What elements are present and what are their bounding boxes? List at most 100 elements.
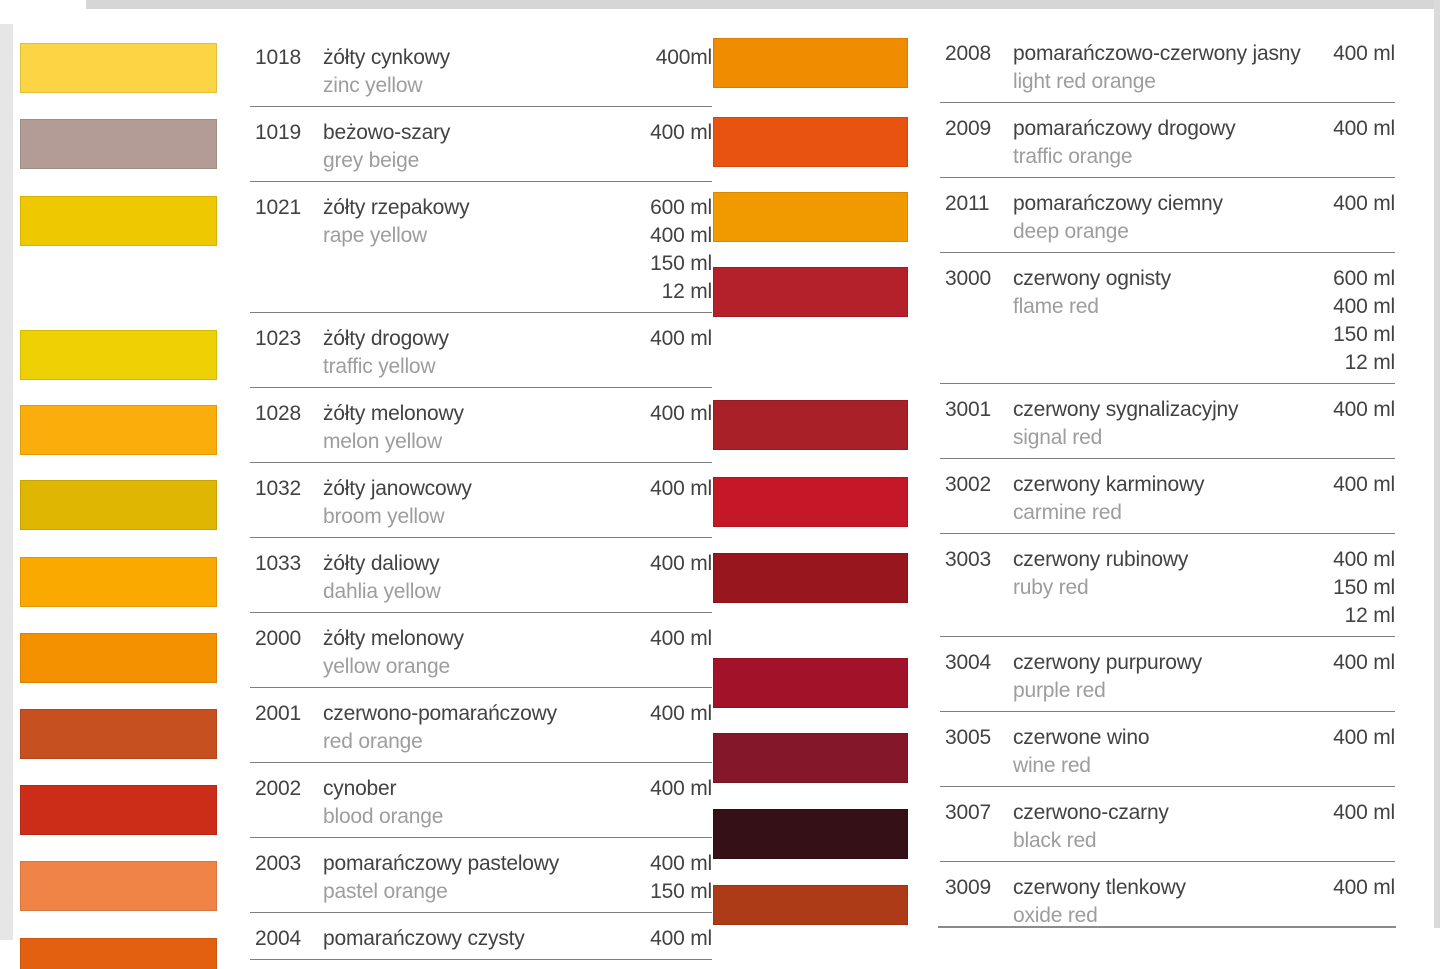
volume-item: 400 ml — [650, 927, 712, 950]
volume-list: 400 ml — [1311, 874, 1395, 902]
color-swatch-1033 — [20, 557, 217, 607]
color-name-english: deep orange — [1013, 220, 1129, 243]
color-code: 2009 — [945, 117, 991, 140]
scan-artifact-top-edge — [86, 0, 1440, 9]
volume-list: 400 ml — [1311, 724, 1395, 752]
volume-item: 12 ml — [1344, 604, 1396, 627]
volume-item: 12 ml — [661, 280, 713, 303]
color-names: czerwony tlenkowy oxide red — [1013, 874, 1311, 930]
color-entry: 1018 żółty cynkowy zinc yellow 400ml — [250, 32, 712, 107]
color-name-polish: czerwony tlenkowy — [1013, 876, 1186, 899]
color-code: 3007 — [945, 801, 991, 824]
volume-list: 400 ml 150 ml — [628, 850, 712, 906]
color-swatch-1021 — [20, 196, 217, 246]
color-swatch-3005 — [713, 733, 908, 783]
color-swatch-1023 — [20, 330, 217, 380]
volume-list: 400 ml — [628, 700, 712, 728]
color-code: 3009 — [945, 876, 991, 899]
color-swatch-2009 — [713, 117, 908, 167]
color-names: żółty rzepakowy rape yellow — [323, 194, 628, 250]
color-name-polish: żółty janowcowy — [323, 477, 472, 500]
volume-list: 600 ml 400 ml 150 ml 12 ml — [628, 194, 712, 306]
volume-item: 400 ml — [1333, 473, 1395, 496]
color-name-polish: czerwone wino — [1013, 726, 1150, 749]
volume-list: 400 ml — [1311, 396, 1395, 424]
color-name-english: oxide red — [1013, 904, 1098, 927]
color-name-polish: pomarańczowy ciemny — [1013, 192, 1223, 215]
color-swatch-1032 — [20, 480, 217, 530]
volume-list: 400 ml — [1311, 190, 1395, 218]
color-name-polish: żółty drogowy — [323, 327, 449, 350]
volume-item: 400 ml — [1333, 876, 1395, 899]
volume-item: 400 ml — [1333, 398, 1395, 421]
volume-item: 400 ml — [650, 402, 712, 425]
color-swatch-2001 — [20, 709, 217, 759]
volume-list: 400 ml — [1311, 40, 1395, 68]
scan-artifact-left-edge — [0, 24, 13, 940]
color-name-polish: czerwony ognisty — [1013, 267, 1171, 290]
volume-list: 400 ml — [1311, 799, 1395, 827]
color-swatch-1028 — [20, 405, 217, 455]
color-name-english: dahlia yellow — [323, 580, 441, 603]
color-code: 2002 — [255, 777, 301, 800]
color-name-english: yellow orange — [323, 655, 450, 678]
volume-item: 400 ml — [1333, 295, 1395, 318]
volume-item: 400 ml — [1333, 548, 1395, 571]
color-names: czerwono-czarny black red — [1013, 799, 1311, 855]
color-code: 3005 — [945, 726, 991, 749]
color-name-polish: czerwono-pomarańczowy — [323, 702, 557, 725]
color-code: 2011 — [945, 192, 990, 215]
color-name-english: traffic orange — [1013, 145, 1133, 168]
color-entry: 2011 pomarańczowy ciemny deep orange 400… — [940, 178, 1395, 253]
color-swatch-3009 — [713, 885, 908, 925]
volume-item: 400 ml — [1333, 192, 1395, 215]
color-swatch-2004 — [20, 938, 217, 969]
volume-list: 400 ml — [1311, 115, 1395, 143]
color-entry: 1019 beżowo-szary grey beige 400 ml — [250, 107, 712, 182]
color-name-polish: cynober — [323, 777, 397, 800]
color-names: czerwono-pomarańczowy red orange — [323, 700, 628, 756]
color-entry: 3000 czerwony ognisty flame red 600 ml 40… — [940, 253, 1395, 384]
color-code: 1023 — [255, 327, 301, 350]
color-entry: 3007 czerwono-czarny black red 400 ml — [940, 787, 1395, 862]
color-names: beżowo-szary grey beige — [323, 119, 628, 175]
color-list-right: 2008 pomarańczowo-czerwony jasny light r… — [940, 28, 1395, 937]
color-names: cynober blood orange — [323, 775, 628, 831]
color-name-english: broom yellow — [323, 505, 445, 528]
volume-item: 400 ml — [650, 224, 712, 247]
color-name-polish: żółty melonowy — [323, 627, 464, 650]
volume-list: 400 ml 150 ml 12 ml — [1311, 546, 1395, 630]
volume-item: 150 ml — [1333, 576, 1395, 599]
color-name-english: red orange — [323, 730, 423, 753]
color-name-english: flame red — [1013, 295, 1099, 318]
volume-item: 400 ml — [1333, 651, 1395, 674]
color-entry: 3005 czerwone wino wine red 400 ml — [940, 712, 1395, 787]
color-entry: 3009 czerwony tlenkowy oxide red 400 ml — [940, 862, 1395, 937]
volume-item: 400ml — [655, 46, 712, 69]
color-swatch-1019 — [20, 119, 217, 169]
volume-list: 400 ml — [628, 119, 712, 147]
color-code: 1018 — [255, 46, 301, 69]
color-code: 3004 — [945, 651, 991, 674]
color-name-english: traffic yellow — [323, 355, 436, 378]
color-swatch-2011 — [713, 192, 908, 242]
color-entry: 1032 żółty janowcowy broom yellow 400 ml — [250, 463, 712, 538]
color-swatch-3000 — [713, 267, 908, 317]
volume-list: 400 ml — [628, 325, 712, 353]
color-name-english: light red orange — [1013, 70, 1156, 93]
color-name-polish: żółty daliowy — [323, 552, 440, 575]
volume-item: 150 ml — [1333, 323, 1395, 346]
color-name-english: purple red — [1013, 679, 1106, 702]
color-code: 1019 — [255, 121, 301, 144]
color-name-english: signal red — [1013, 426, 1103, 449]
volume-item: 12 ml — [1344, 351, 1396, 374]
color-code: 2000 — [255, 627, 301, 650]
volume-item: 400 ml — [650, 777, 712, 800]
color-names: czerwony rubinowy ruby red — [1013, 546, 1311, 602]
volume-list: 400 ml — [1311, 649, 1395, 677]
color-code: 1032 — [255, 477, 301, 500]
color-code: 3002 — [945, 473, 991, 496]
color-entry: 2002 cynober blood orange 400 ml — [250, 763, 712, 838]
volume-item: 400 ml — [1333, 726, 1395, 749]
